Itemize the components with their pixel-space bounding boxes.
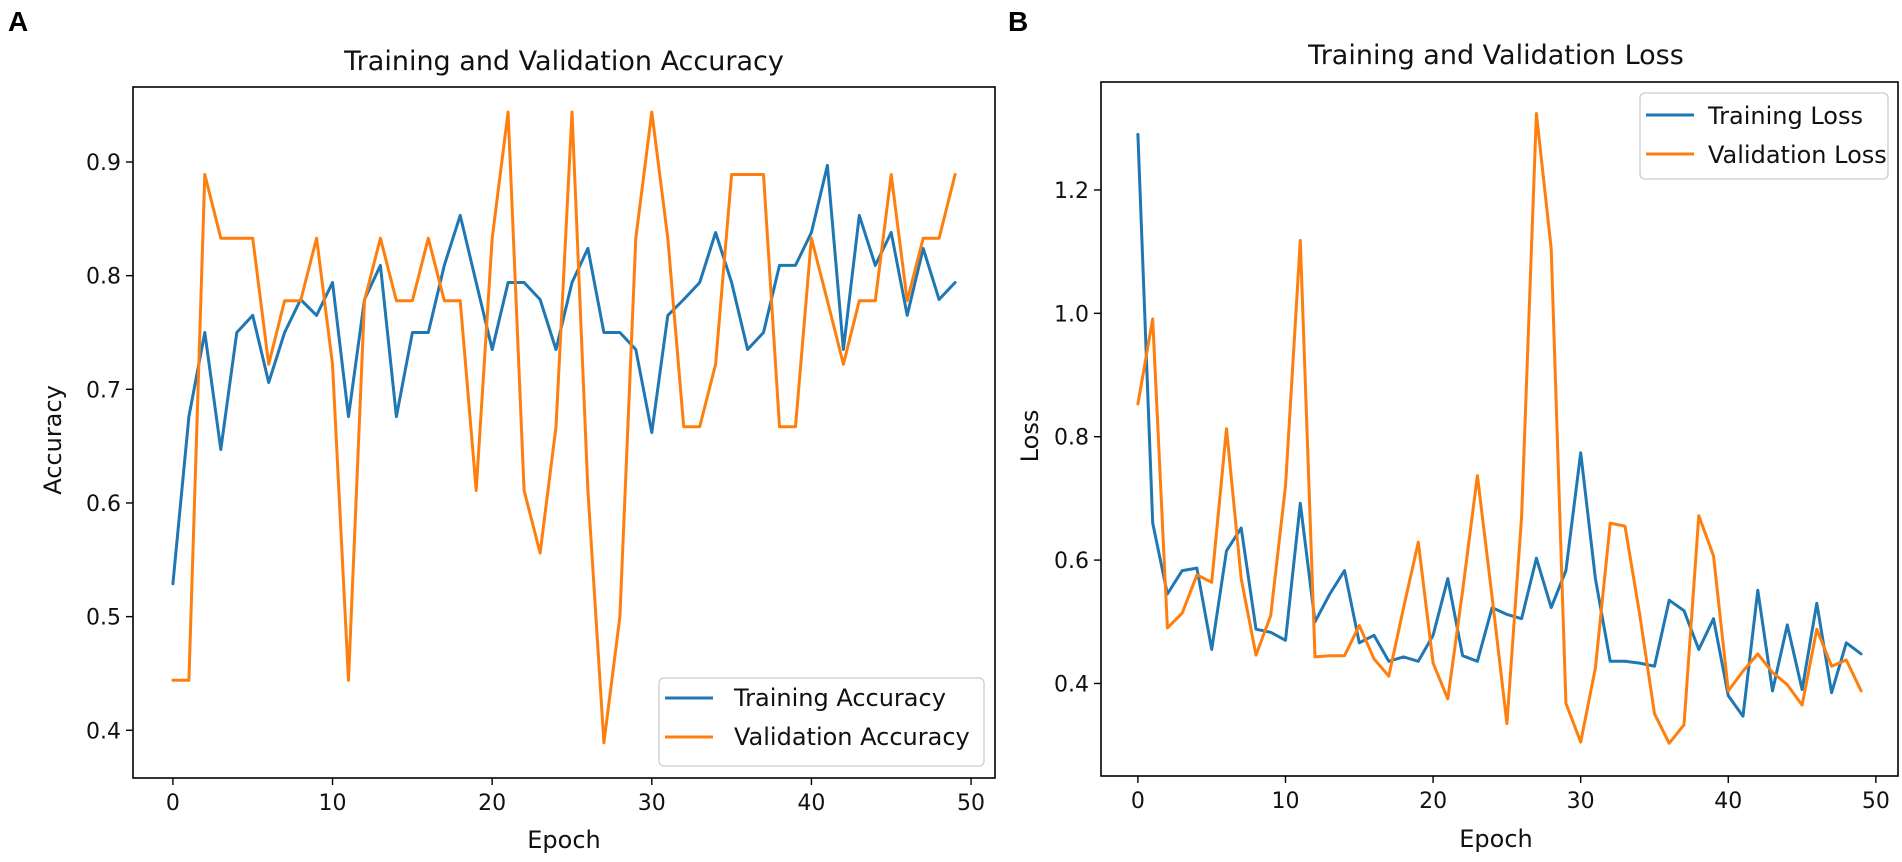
loss-y-ticks: 0.4 0.6 0.8 1.0 1.2 <box>1054 179 1101 697</box>
accuracy-x-tick-label: 40 <box>797 791 825 816</box>
accuracy-x-tick-label: 30 <box>638 791 666 816</box>
accuracy-plot-frame <box>132 86 996 779</box>
accuracy-x-tick-label: 20 <box>478 791 506 816</box>
loss-x-tick-label: 0 <box>1131 789 1145 814</box>
validation-loss-line <box>1136 112 1863 745</box>
loss-chart: B Training and Validation Loss Epoch Los… <box>1008 6 1899 853</box>
training-accuracy-line <box>171 163 957 586</box>
loss-y-axis-label: Loss <box>1016 410 1044 463</box>
accuracy-series <box>171 110 957 745</box>
loss-y-tick-label: 0.4 <box>1054 672 1089 697</box>
accuracy-x-axis-label: Epoch <box>527 826 601 854</box>
accuracy-x-tick-label: 10 <box>319 791 347 816</box>
loss-legend: Training Loss Validation Loss <box>1639 92 1889 180</box>
accuracy-chart: A Training and Validation Accuracy Epoch… <box>8 6 996 854</box>
loss-y-tick-label: 1.0 <box>1054 302 1089 327</box>
training-loss-line <box>1136 132 1863 718</box>
loss-x-tick-label: 50 <box>1862 789 1890 814</box>
legend-label-training-accuracy: Training Accuracy <box>733 684 946 712</box>
accuracy-y-tick-label: 0.9 <box>86 151 121 176</box>
accuracy-chart-title: Training and Validation Accuracy <box>343 46 784 77</box>
accuracy-x-tick-label: 0 <box>166 791 180 816</box>
accuracy-y-ticks: 0.4 0.5 0.6 0.7 0.8 0.9 <box>86 151 133 744</box>
legend-label-training-loss: Training Loss <box>1707 102 1863 130</box>
accuracy-x-tick-label: 50 <box>957 791 985 816</box>
legend-label-validation-loss: Validation Loss <box>1708 141 1887 169</box>
loss-plot-frame <box>1100 81 1899 777</box>
validation-accuracy-line <box>171 110 957 745</box>
accuracy-y-tick-label: 0.8 <box>86 265 121 290</box>
loss-x-tick-label: 40 <box>1714 789 1742 814</box>
loss-y-tick-label: 1.2 <box>1054 179 1089 204</box>
panel-label-b: B <box>1008 6 1028 37</box>
panel-label-a: A <box>8 6 28 37</box>
accuracy-y-axis-label: Accuracy <box>39 385 67 495</box>
loss-x-ticks: 0 10 20 30 40 50 <box>1131 776 1890 814</box>
accuracy-y-tick-label: 0.4 <box>86 719 121 744</box>
accuracy-y-tick-label: 0.7 <box>86 378 121 403</box>
legend-label-validation-accuracy: Validation Accuracy <box>734 723 970 751</box>
accuracy-legend-box <box>658 677 985 767</box>
loss-x-tick-label: 10 <box>1271 789 1299 814</box>
loss-y-tick-label: 0.8 <box>1054 426 1089 451</box>
loss-x-tick-label: 30 <box>1567 789 1595 814</box>
accuracy-x-ticks: 0 10 20 30 40 50 <box>166 778 985 816</box>
loss-x-axis-label: Epoch <box>1459 825 1533 853</box>
loss-legend-box <box>1639 92 1889 180</box>
loss-chart-title: Training and Validation Loss <box>1307 40 1684 71</box>
accuracy-y-tick-label: 0.6 <box>86 492 121 517</box>
loss-series <box>1136 112 1863 745</box>
loss-x-tick-label: 20 <box>1419 789 1447 814</box>
accuracy-legend: Training Accuracy Validation Accuracy <box>658 677 985 767</box>
loss-y-tick-label: 0.6 <box>1054 549 1089 574</box>
accuracy-y-tick-label: 0.5 <box>86 606 121 631</box>
